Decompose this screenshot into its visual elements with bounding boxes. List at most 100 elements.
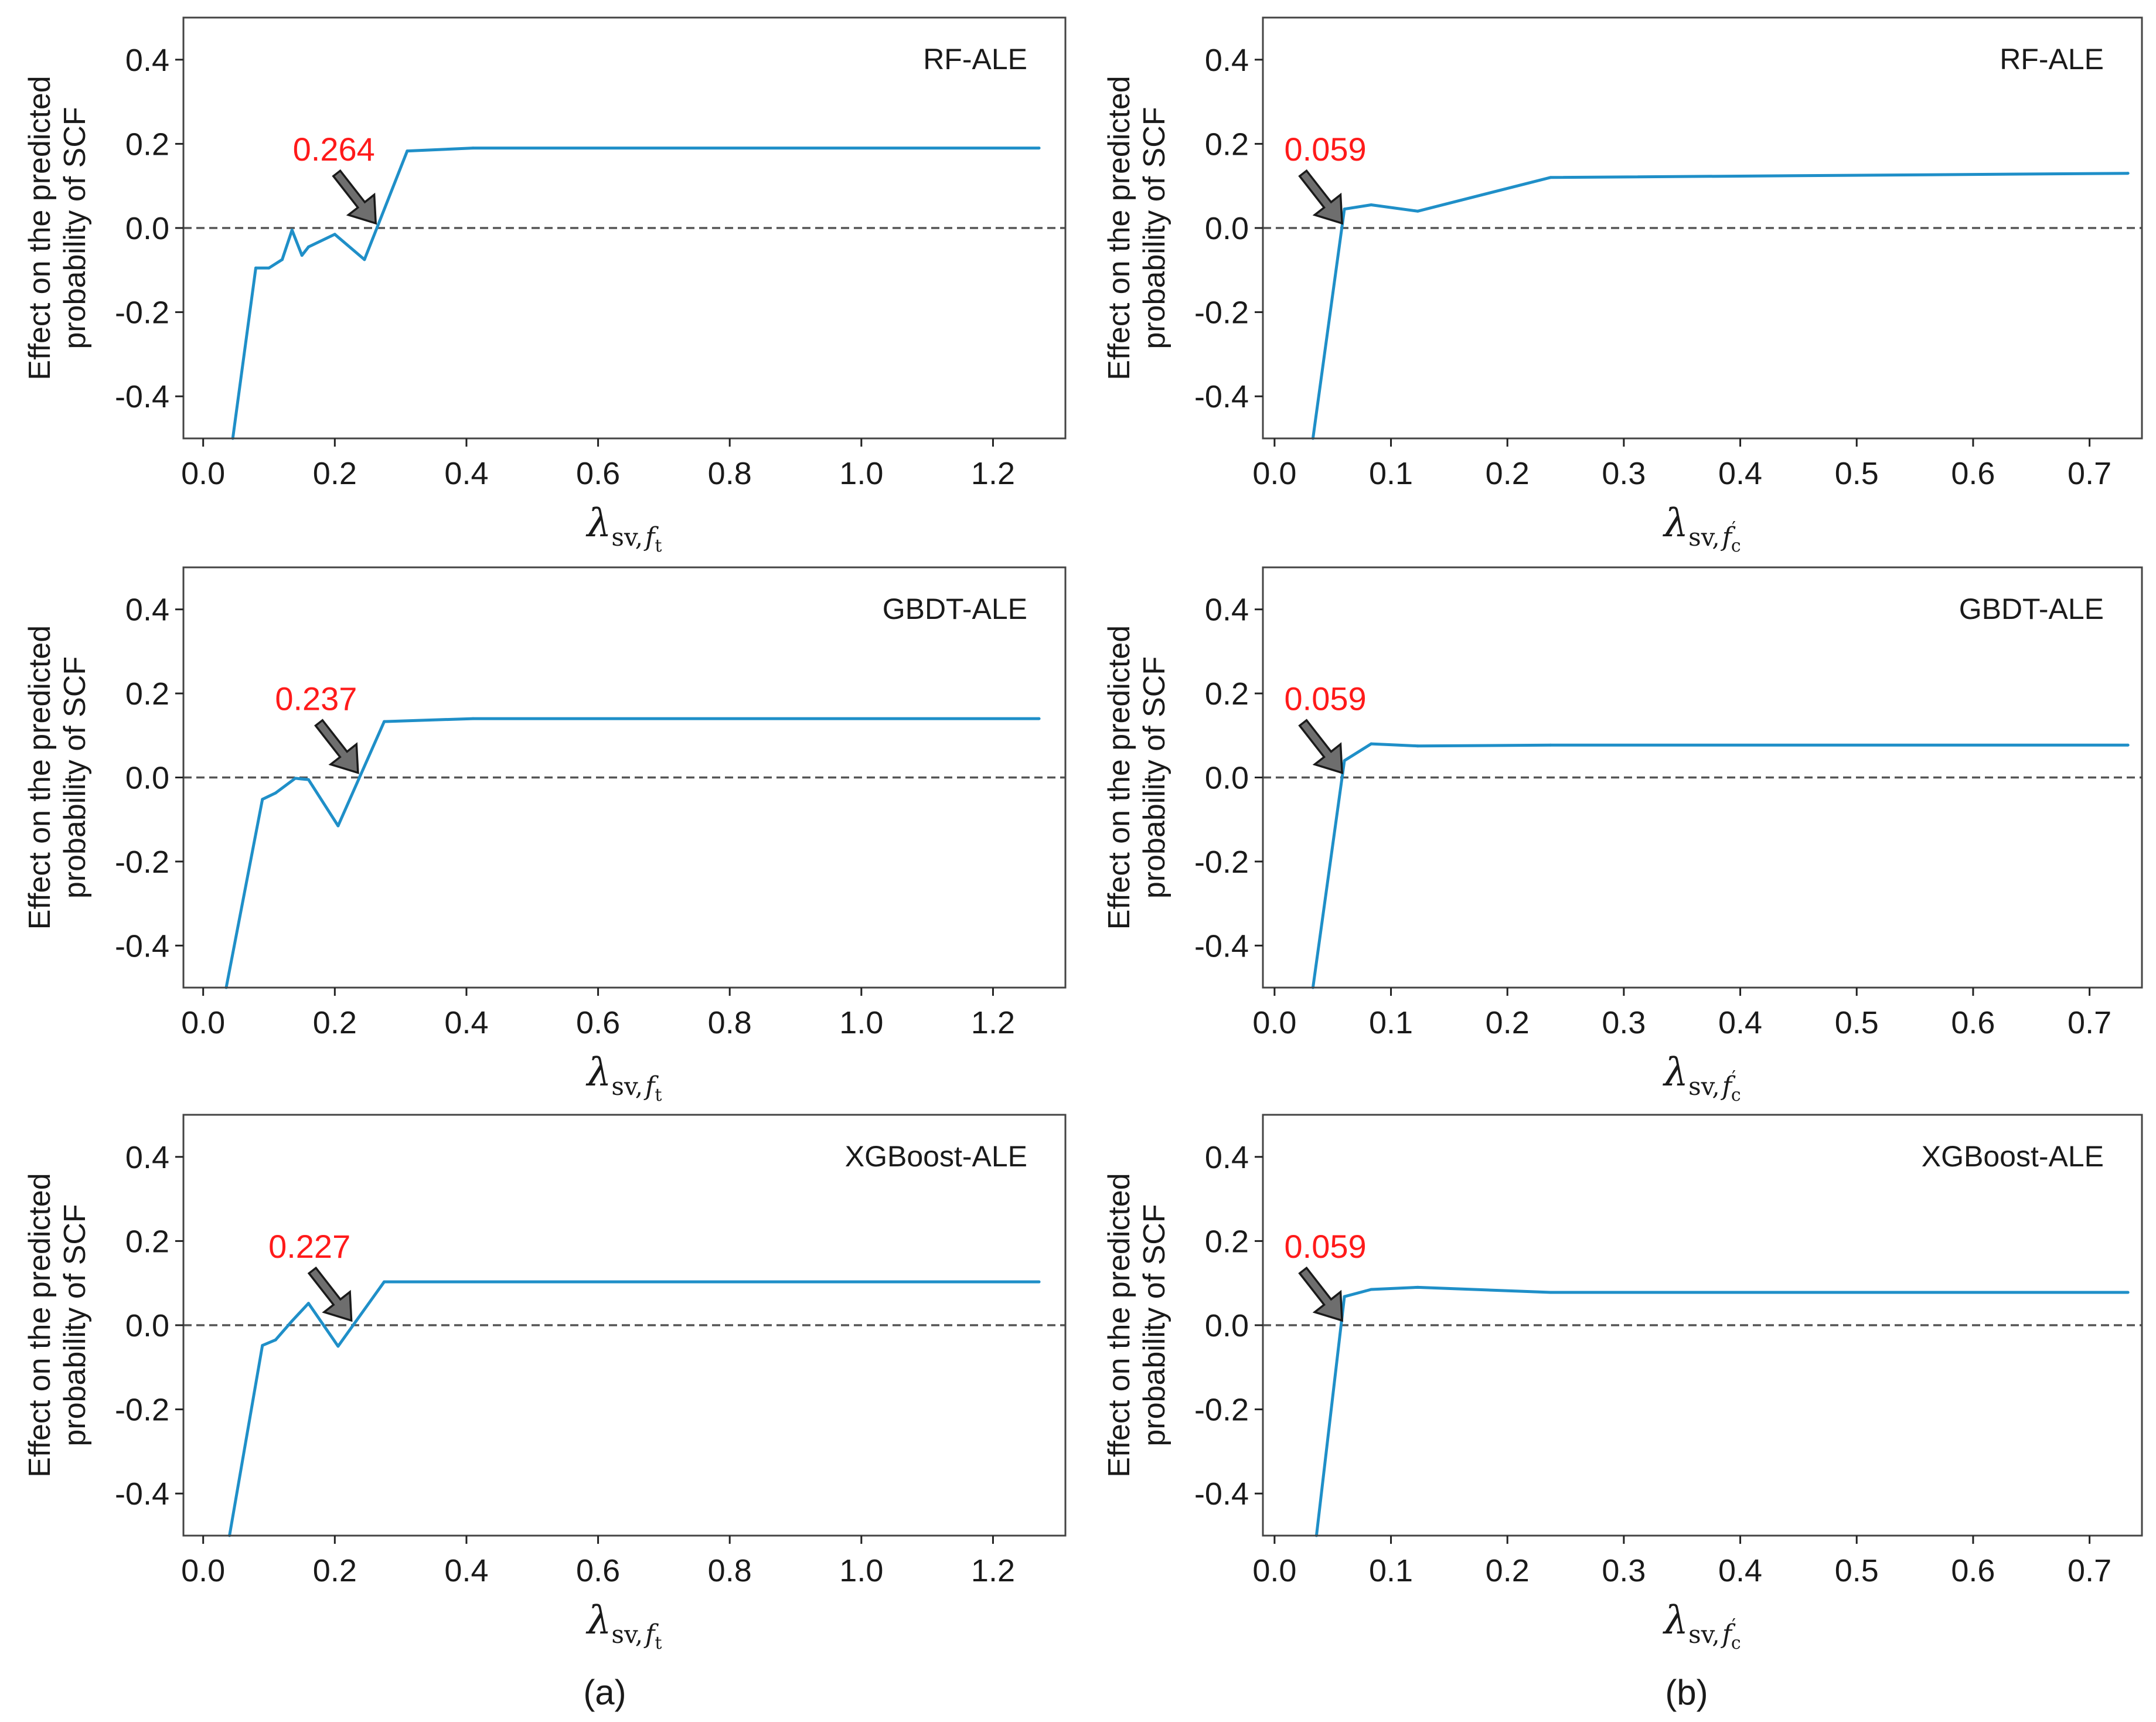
- ale-data-point: [294, 777, 297, 780]
- model-label: GBDT-ALE: [1959, 593, 2104, 625]
- x-tick-label: 0.6: [576, 1005, 620, 1040]
- x-axis-label-subsub: t: [655, 1633, 662, 1653]
- ale-series-line: [1311, 172, 2128, 438]
- x-tick-label: 0.2: [313, 1005, 357, 1040]
- y-tick-label: 0.0: [1205, 1308, 1249, 1343]
- panel-letter-a: (a): [583, 1673, 626, 1712]
- x-axis-label: λsv,ft: [585, 501, 662, 556]
- x-tick-label: 0.4: [444, 1005, 488, 1040]
- y-tick-label: -0.4: [115, 1476, 169, 1512]
- ale-data-point: [336, 1345, 340, 1348]
- y-tick-label: 0.2: [125, 127, 169, 162]
- x-tick-label: 0.0: [1252, 1553, 1296, 1588]
- y-tick-label: 0.2: [1205, 1224, 1249, 1259]
- x-tick-label: 0.2: [313, 1553, 357, 1588]
- x-axis-label-prime: ′: [1732, 1615, 1736, 1636]
- x-tick-label: 0.5: [1835, 1553, 1879, 1588]
- ale-data-point: [306, 245, 310, 249]
- y-axis-label-line1: Effect on the predicted: [23, 76, 57, 380]
- x-tick-label: 0.7: [2068, 1005, 2111, 1040]
- x-axis-label-symbol: λ: [585, 1050, 612, 1095]
- y-tick-label: 0.0: [125, 1308, 169, 1343]
- x-tick-label: 1.0: [839, 456, 883, 491]
- model-label: RF-ALE: [923, 43, 1027, 76]
- ale-data-point: [280, 258, 284, 261]
- x-axis-label: λsv,f′ c: [1662, 1050, 1741, 1105]
- ale-data-point: [1416, 1285, 1419, 1289]
- y-tick-label: 0.4: [125, 43, 169, 78]
- model-label: XGBoost-ALE: [845, 1140, 1027, 1173]
- y-tick-label: 0.0: [125, 761, 169, 796]
- y-tick-label: 0.4: [1205, 43, 1249, 78]
- y-tick-label: 0.0: [1205, 211, 1249, 246]
- x-axis-label-subsub: c: [1731, 1633, 1741, 1653]
- ale-data-point: [254, 266, 258, 270]
- x-tick-label: 0.6: [1951, 1005, 1995, 1040]
- ale-data-point: [2126, 172, 2130, 175]
- y-tick-label: -0.2: [115, 845, 169, 880]
- ale-data-point: [1370, 203, 1373, 207]
- x-axis-label-subscript: sv,: [611, 523, 643, 552]
- ale-data-point: [274, 791, 277, 795]
- chart-panel-xgboost-ale-b: 0.4 0.2 0.0 -0.2 -0.4 0.0 0.1 0.2 0.3 0.4 0.5 0.6 0.…: [1102, 1114, 2143, 1653]
- ale-data-point: [1416, 209, 1419, 213]
- threshold-arrow: [1298, 169, 1343, 225]
- y-axis-label-line2: probability of SCF: [58, 1204, 92, 1446]
- x-tick-label: 0.0: [181, 1005, 225, 1040]
- x-axis-label-prime: ′: [1732, 518, 1736, 539]
- ale-data-point: [274, 1338, 277, 1342]
- model-label: GBDT-ALE: [883, 593, 1027, 625]
- x-axis-label-prime: ′: [1732, 1067, 1736, 1088]
- ale-series-line: [1311, 742, 2128, 988]
- threshold-label: 0.237: [275, 680, 357, 717]
- model-label: RF-ALE: [2000, 43, 2104, 76]
- y-tick-label: 0.0: [1205, 761, 1249, 796]
- x-tick-label: 0.4: [1718, 1553, 1762, 1588]
- y-tick-label: -0.4: [1194, 379, 1249, 414]
- x-tick-label: 0.6: [576, 1553, 620, 1588]
- y-tick-label: 0.2: [1205, 676, 1249, 712]
- ale-data-point: [406, 149, 409, 153]
- x-tick-label: 1.2: [971, 456, 1015, 491]
- x-axis-label-subsub: c: [1731, 1085, 1741, 1105]
- ale-data-point: [306, 1302, 310, 1305]
- x-axis-label-subscript: sv,: [611, 1072, 643, 1101]
- x-axis-label-subsub: t: [655, 1085, 662, 1105]
- panels: 0.4 0.2 0.0 -0.2 -0.4 0.0 0.2 0.4 0.6 0.8 1.0 1.2 Ef…: [23, 16, 2143, 1653]
- x-axis-label-symbol: λ: [585, 501, 612, 546]
- x-tick-label: 0.4: [444, 456, 488, 491]
- y-tick-label: 0.0: [125, 211, 169, 246]
- ale-data-point: [336, 824, 340, 828]
- x-tick-label: 0.1: [1369, 1005, 1413, 1040]
- y-tick-label: -0.4: [115, 928, 169, 964]
- ale-data-point: [1370, 1288, 1373, 1291]
- y-tick-label: 0.2: [1205, 127, 1249, 162]
- x-tick-label: 1.2: [971, 1005, 1015, 1040]
- ale-data-point: [261, 1343, 264, 1347]
- ale-data-point: [300, 254, 304, 257]
- chart-panel-rf-ale-b: 0.4 0.2 0.0 -0.2 -0.4 0.0 0.1 0.2 0.3 0.4 0.5 0.6 0.…: [1102, 16, 2143, 556]
- x-tick-label: 0.3: [1602, 456, 1646, 491]
- x-tick-label: 0.1: [1369, 456, 1413, 491]
- x-tick-label: 0.0: [181, 1553, 225, 1588]
- x-tick-label: 0.5: [1835, 1005, 1879, 1040]
- y-tick-label: 0.4: [1205, 1140, 1249, 1175]
- threshold-arrow: [1298, 1266, 1343, 1322]
- y-tick-label: -0.4: [1194, 928, 1249, 964]
- x-axis-label-subscript: sv,: [1688, 523, 1720, 552]
- x-tick-label: 0.4: [1718, 456, 1762, 491]
- y-tick-label: -0.2: [1194, 845, 1249, 880]
- x-axis-label: λsv,f′ c: [1662, 501, 1741, 556]
- threshold-arrow: [332, 169, 377, 225]
- x-axis-label-symbol: λ: [1662, 501, 1688, 546]
- ale-data-point: [1343, 207, 1346, 211]
- x-tick-label: 0.4: [444, 1553, 488, 1588]
- y-tick-label: -0.4: [115, 379, 169, 414]
- chart-panel-gbdt-ale-a: 0.4 0.2 0.0 -0.2 -0.4 0.0 0.2 0.4 0.6 0.8 1.0 1.2 Ef…: [23, 566, 1067, 1105]
- x-tick-label: 0.6: [576, 456, 620, 491]
- x-tick-label: 0.2: [1486, 1553, 1530, 1588]
- x-axis-label-subsub: t: [655, 536, 662, 556]
- y-tick-label: 0.2: [125, 1224, 169, 1259]
- x-tick-label: 0.7: [2068, 456, 2111, 491]
